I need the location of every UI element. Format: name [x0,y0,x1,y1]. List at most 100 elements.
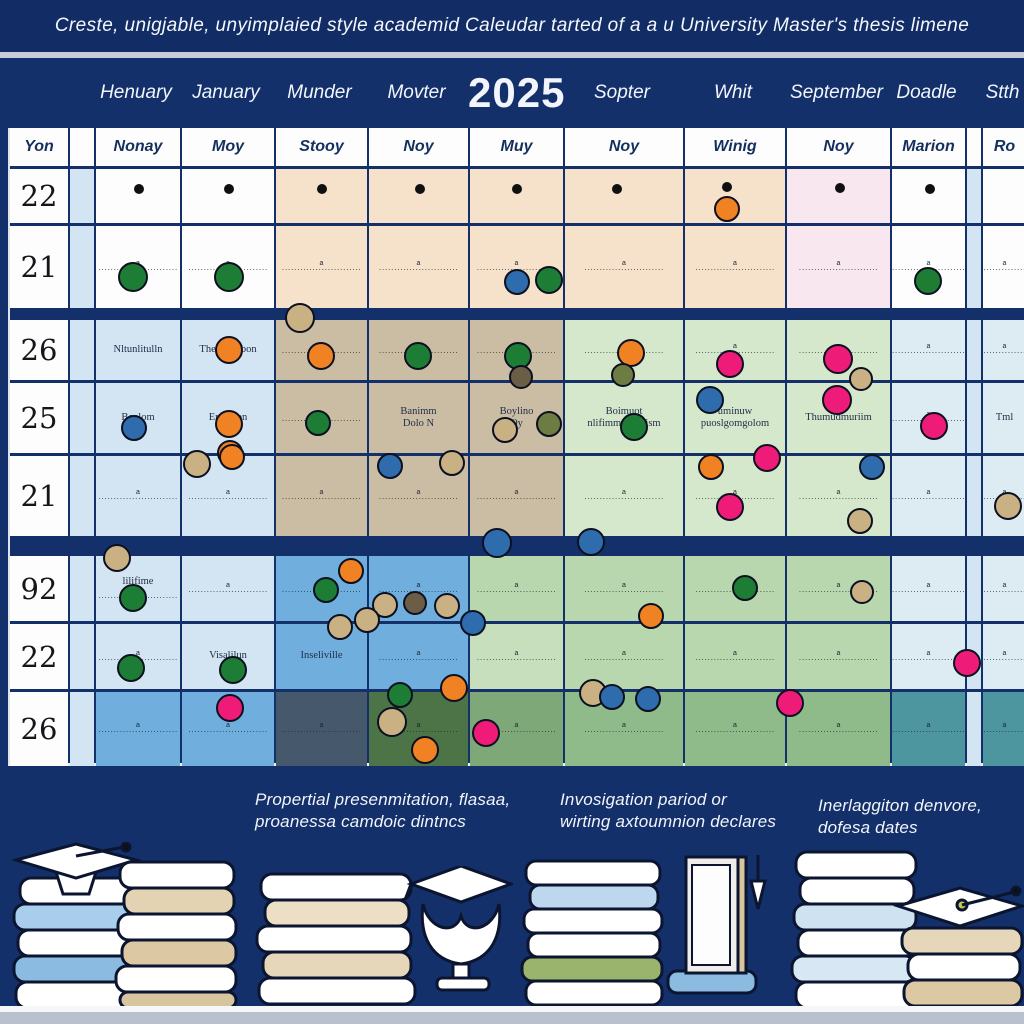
event-dot[interactable] [387,682,413,708]
calendar-cell[interactable]: a·························· [565,226,683,308]
calendar-cell[interactable]: Tml [983,383,1024,453]
event-dot[interactable] [612,184,622,194]
calendar-cell[interactable]: a·························· [276,692,367,766]
event-dot[interactable] [599,684,625,710]
calendar-cell[interactable]: a·························· [892,692,965,766]
event-dot[interactable] [577,528,605,556]
calendar-cell[interactable]: a·························· [470,456,563,536]
calendar-cell[interactable]: a·························· [983,624,1024,689]
event-dot[interactable] [377,453,403,479]
calendar-cell[interactable] [565,169,683,223]
calendar-cell[interactable]: a·························· [787,226,890,308]
event-dot[interactable] [696,386,724,414]
event-dot[interactable] [313,577,339,603]
event-dot[interactable] [338,558,364,584]
event-dot[interactable] [440,674,468,702]
event-dot[interactable] [317,184,327,194]
event-dot[interactable] [118,262,148,292]
calendar-cell[interactable]: a·························· [565,556,683,621]
event-dot[interactable] [611,363,635,387]
calendar-cell[interactable]: a·························· [892,456,965,536]
event-dot[interactable] [635,686,661,712]
calendar-cell[interactable] [182,169,274,223]
calendar-cell[interactable]: a·························· [983,692,1024,766]
event-dot[interactable] [617,339,645,367]
event-dot[interactable] [492,417,518,443]
event-dot[interactable] [183,450,211,478]
calendar-cell[interactable]: a·························· [892,320,965,380]
calendar-cell[interactable]: Nltunlitulln [96,320,180,380]
event-dot[interactable] [849,367,873,391]
event-dot[interactable] [403,591,427,615]
event-dot[interactable] [620,413,648,441]
event-dot[interactable] [214,262,244,292]
calendar-cell[interactable]: a·························· [983,556,1024,621]
event-dot[interactable] [753,444,781,472]
event-dot[interactable] [482,528,512,558]
event-dot[interactable] [434,593,460,619]
event-dot[interactable] [994,492,1022,520]
calendar-cell[interactable] [470,169,563,223]
calendar-cell[interactable]: Inseliville [276,624,367,689]
event-dot[interactable] [354,607,380,633]
event-dot[interactable] [822,385,852,415]
event-dot[interactable] [722,182,732,192]
event-dot[interactable] [953,649,981,677]
event-dot[interactable] [850,580,874,604]
event-dot[interactable] [404,342,432,370]
calendar-cell[interactable] [369,169,468,223]
event-dot[interactable] [472,719,500,747]
event-dot[interactable] [859,454,885,480]
event-dot[interactable] [411,736,439,764]
calendar-cell[interactable]: a·························· [96,456,180,536]
calendar-cell[interactable]: a·························· [787,692,890,766]
event-dot[interactable] [732,575,758,601]
event-dot[interactable] [925,184,935,194]
event-dot[interactable] [509,365,533,389]
calendar-cell[interactable]: a·························· [787,556,890,621]
event-dot[interactable] [638,603,664,629]
event-dot[interactable] [305,410,331,436]
calendar-cell[interactable]: a·························· [470,624,563,689]
event-dot[interactable] [823,344,853,374]
event-dot[interactable] [504,269,530,295]
calendar-cell[interactable]: a·························· [470,692,563,766]
event-dot[interactable] [914,267,942,295]
event-dot[interactable] [714,196,740,222]
event-dot[interactable] [219,444,245,470]
calendar-cell[interactable]: a·························· [685,226,785,308]
calendar-cell[interactable]: a·························· [892,624,965,689]
calendar-cell[interactable]: a·························· [470,556,563,621]
event-dot[interactable] [698,454,724,480]
event-dot[interactable] [512,184,522,194]
event-dot[interactable] [776,689,804,717]
event-dot[interactable] [415,184,425,194]
event-dot[interactable] [219,656,247,684]
event-dot[interactable] [835,183,845,193]
calendar-cell[interactable]: a·························· [369,226,468,308]
calendar-cell[interactable]: a·························· [276,226,367,308]
calendar-cell[interactable]: a·························· [182,556,274,621]
event-dot[interactable] [920,412,948,440]
event-dot[interactable] [215,410,243,438]
event-dot[interactable] [716,350,744,378]
calendar-cell[interactable]: a·························· [983,320,1024,380]
calendar-cell[interactable] [983,169,1024,223]
calendar-cell[interactable]: a·························· [565,624,683,689]
calendar-cell[interactable]: a·························· [787,624,890,689]
event-dot[interactable] [285,303,315,333]
event-dot[interactable] [847,508,873,534]
event-dot[interactable] [536,411,562,437]
event-dot[interactable] [119,584,147,612]
event-dot[interactable] [504,342,532,370]
calendar-cell[interactable]: a·························· [892,556,965,621]
calendar-cell[interactable] [96,169,180,223]
calendar-cell[interactable] [276,169,367,223]
event-dot[interactable] [327,614,353,640]
event-dot[interactable] [716,493,744,521]
event-dot[interactable] [117,654,145,682]
calendar-cell[interactable]: a·························· [685,692,785,766]
calendar-cell[interactable] [892,169,965,223]
event-dot[interactable] [307,342,335,370]
event-dot[interactable] [224,184,234,194]
